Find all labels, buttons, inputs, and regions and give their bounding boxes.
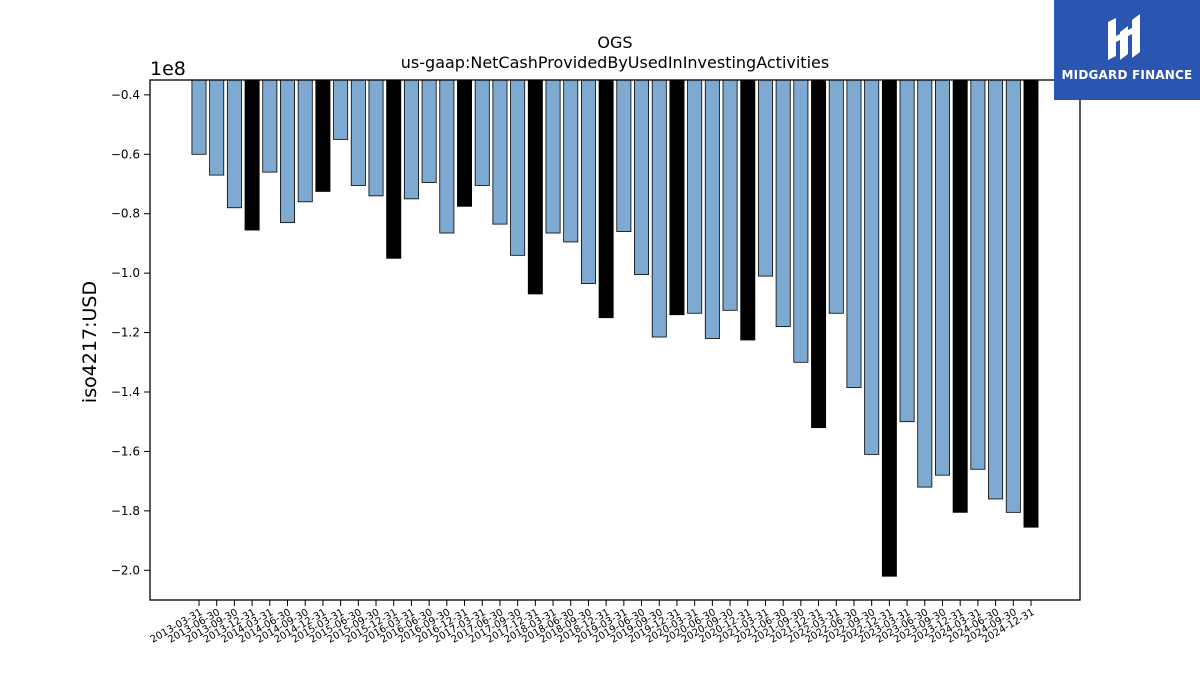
y-axis-label: iso4217:USD (79, 281, 101, 403)
bar-2015-06-30 (350, 79, 366, 186)
y-tick-label: −2.0 (111, 563, 140, 577)
bar-2015-12-31 (386, 79, 402, 259)
bar-2018-12-31 (598, 79, 614, 319)
x-axis-ticks: 2013-03-312013-06-302013-09-302013-12-31… (149, 600, 1037, 646)
bar-2017-09-30 (510, 79, 526, 256)
y-tick-label: −0.4 (111, 88, 140, 102)
y-tick-label: −1.4 (111, 385, 140, 399)
midgard-finance-logo: MIDGARD FINANCE (1054, 0, 1200, 100)
bar-2013-09-30 (226, 79, 242, 209)
bar-2024-12-31 (1023, 79, 1039, 528)
bar-2013-03-31 (191, 79, 207, 155)
bar-2022-06-30 (846, 79, 862, 388)
bar-2014-09-30 (297, 79, 313, 203)
bar-2014-03-31 (262, 79, 278, 173)
y-tick-label: −1.0 (111, 266, 140, 280)
bar-2018-03-31 (545, 79, 561, 234)
bar-2015-03-31 (333, 79, 349, 140)
bar-2023-03-31 (899, 79, 915, 423)
bar-2023-12-31 (952, 79, 968, 513)
bar-2016-12-31 (457, 79, 473, 207)
bar-2020-12-31 (740, 79, 756, 341)
y-tick-label: −0.6 (111, 147, 140, 161)
bar-2016-09-30 (439, 79, 455, 234)
bar-2017-06-30 (492, 79, 508, 225)
bar-2019-09-30 (651, 79, 667, 338)
bar-2017-12-31 (527, 79, 543, 295)
bar-2016-03-31 (403, 79, 419, 200)
bar-2020-09-30 (722, 79, 738, 311)
bar-2013-12-31 (244, 79, 260, 231)
bar-2020-06-30 (704, 79, 720, 339)
plot-frame (149, 79, 1081, 601)
y-axis-ticks: −0.4 −0.6 −0.8 −1.0 −1.2 −1.4 −1.6 −1.8 −2.0 (111, 88, 150, 577)
bar-2022-09-30 (864, 79, 880, 455)
bar-2019-12-31 (669, 79, 685, 316)
bar-2016-06-30 (421, 79, 437, 183)
bar-2021-12-31 (811, 79, 827, 429)
bar-2019-03-31 (616, 79, 632, 232)
bar-2021-03-31 (757, 79, 773, 277)
bar-2024-06-30 (988, 79, 1004, 500)
bar-2024-03-31 (970, 79, 986, 470)
bar-2018-06-30 (563, 79, 579, 243)
bars-group (191, 79, 1039, 577)
y-axis-scale-label: 1e8 (150, 58, 186, 80)
chart-subtitle: us-gaap:NetCashProvidedByUsedInInvesting… (401, 53, 829, 72)
bar-2014-12-31 (315, 79, 331, 192)
bar-2023-06-30 (917, 79, 933, 488)
bar-2014-06-30 (280, 79, 295, 224)
y-tick-label: −1.6 (111, 444, 140, 458)
y-tick-label: −0.8 (111, 207, 140, 221)
bar-2022-12-31 (881, 79, 897, 577)
logo-text: MIDGARD FINANCE (1061, 68, 1193, 82)
bar-2020-03-31 (687, 79, 703, 314)
bar-2017-03-31 (474, 79, 490, 186)
bar-2021-09-30 (793, 79, 809, 363)
bar-2019-06-30 (634, 79, 650, 276)
bar-2024-09-30 (1005, 79, 1021, 513)
midgard-logo-icon (1108, 14, 1140, 60)
bar-2013-06-30 (209, 79, 225, 176)
bar-2015-09-30 (368, 79, 384, 197)
y-tick-label: −1.2 (111, 326, 140, 340)
chart-title: OGS (597, 33, 632, 52)
bar-2022-03-31 (828, 79, 844, 314)
bar-2018-09-30 (580, 79, 596, 284)
y-tick-label: −1.8 (111, 504, 140, 518)
bar-2021-06-30 (775, 79, 791, 328)
bar-2023-09-30 (935, 79, 950, 476)
